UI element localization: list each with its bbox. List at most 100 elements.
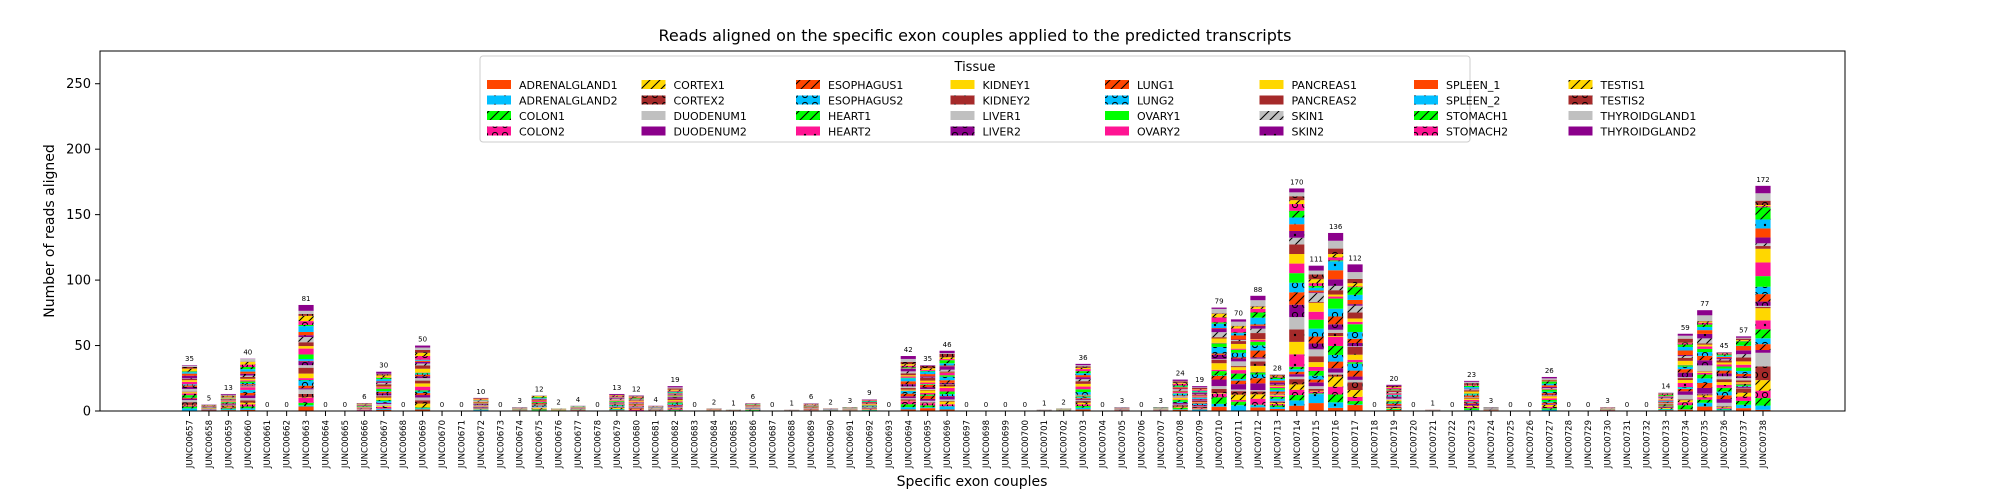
bar-segment — [240, 382, 256, 385]
bar-segment — [1211, 346, 1227, 354]
bar-value-label: 10 — [476, 388, 485, 396]
bar-segment — [1211, 322, 1227, 324]
bar-value-label: 81 — [302, 295, 311, 303]
bar-JUNC00657 — [181, 365, 198, 411]
bar-segment — [628, 401, 644, 403]
legend-item: LUNG2 — [1105, 95, 1174, 108]
bar-segment — [1250, 391, 1266, 395]
bar-value-label: 42 — [904, 346, 913, 354]
bar-segment — [900, 391, 916, 394]
legend-item: TESTIS2 — [1568, 95, 1645, 108]
bar-segment — [1075, 397, 1091, 399]
x-tick-label: JUNC00699 — [1001, 420, 1011, 469]
bar-segment — [1386, 403, 1402, 406]
bar-segment — [531, 400, 547, 402]
x-tick-label: JUNC00678 — [593, 420, 603, 469]
bar-value-label: 77 — [1700, 300, 1709, 308]
bar-segment — [1211, 328, 1227, 333]
bar-segment — [1736, 361, 1752, 365]
bar-segment — [1716, 379, 1732, 383]
bar-segment — [1328, 290, 1344, 295]
bar-segment — [628, 400, 644, 402]
bar-segment — [1192, 389, 1208, 391]
bar-segment — [939, 400, 955, 402]
y-tick-label: 50 — [74, 339, 91, 354]
bar-segment — [939, 366, 955, 370]
bar-segment — [920, 400, 936, 403]
bar-segment — [1250, 372, 1266, 375]
bar-segment — [1172, 390, 1188, 392]
bar-segment — [531, 396, 547, 397]
bar-segment — [1230, 380, 1247, 385]
bar-segment — [1269, 394, 1285, 395]
bar-segment — [1211, 379, 1227, 387]
bar-segment — [1736, 396, 1752, 401]
bar-value-label: 170 — [1290, 178, 1303, 186]
bar-segment — [1075, 363, 1091, 366]
bar-segment — [181, 368, 198, 372]
bar-segment — [939, 382, 955, 384]
bar-segment — [1658, 393, 1674, 395]
bar-segment — [1289, 371, 1305, 375]
bar-segment — [1250, 325, 1266, 329]
bar-segment — [220, 406, 236, 408]
bar-segment — [1658, 409, 1674, 411]
bar-segment — [1192, 387, 1208, 390]
bar-segment — [531, 398, 547, 400]
bar-segment — [1697, 382, 1713, 388]
bar-segment — [415, 372, 431, 374]
bar-segment — [415, 363, 431, 366]
bar-segment — [181, 398, 198, 401]
bar-segment — [1269, 396, 1285, 399]
bar-JUNC00708 — [1172, 379, 1188, 411]
bar-segment — [1677, 335, 1693, 339]
x-tick-label: JUNC00731 — [1623, 420, 1633, 469]
legend-item: SPLEEN_2 — [1414, 95, 1500, 108]
bar-segment — [1736, 339, 1752, 341]
bar-segment — [1677, 409, 1693, 411]
bar-segment — [1328, 254, 1344, 258]
x-tick-label: JUNC00702 — [1060, 420, 1070, 469]
x-tick-label: JUNC00666 — [360, 420, 370, 469]
bar-segment — [1250, 407, 1266, 411]
bar-value-label: 12 — [535, 385, 544, 393]
y-tick-label: 150 — [66, 208, 91, 223]
bar-segment — [1347, 354, 1363, 360]
legend-swatch — [796, 80, 820, 89]
bar-segment — [1464, 405, 1480, 406]
bar-segment — [1697, 372, 1713, 375]
bar-segment — [220, 395, 236, 397]
bar-segment — [1464, 390, 1480, 392]
legend-frame — [479, 55, 1471, 143]
bar-segment — [1308, 362, 1324, 367]
bar-segment — [1755, 380, 1771, 391]
bar-segment — [1172, 396, 1188, 398]
bar-segment — [415, 407, 431, 409]
bar-segment — [1211, 313, 1227, 314]
bar-segment — [1230, 319, 1247, 322]
bar-segment — [1289, 304, 1305, 318]
bar-segment — [1172, 385, 1188, 387]
bar-segment — [1289, 379, 1305, 385]
bar-segment — [1172, 379, 1188, 381]
bar-value-label: 5 — [207, 394, 211, 402]
bar-segment — [1541, 383, 1557, 386]
bar-segment — [1347, 363, 1363, 371]
bar-segment — [1697, 321, 1713, 323]
bar-segment — [1541, 379, 1557, 381]
bar-segment — [531, 409, 547, 411]
bar-segment — [1328, 298, 1344, 309]
bar-segment — [667, 404, 683, 406]
bar-segment — [609, 405, 625, 407]
bar-segment — [1755, 405, 1771, 410]
bar-segment — [376, 403, 392, 406]
bar-segment — [609, 406, 625, 408]
bar-segment — [900, 409, 916, 411]
bar-segment — [1230, 335, 1247, 340]
bar-segment — [667, 386, 683, 388]
bar-segment — [181, 384, 198, 386]
bar-segment — [1464, 408, 1480, 410]
bar-segment — [181, 365, 198, 366]
bar-segment — [1697, 360, 1713, 366]
